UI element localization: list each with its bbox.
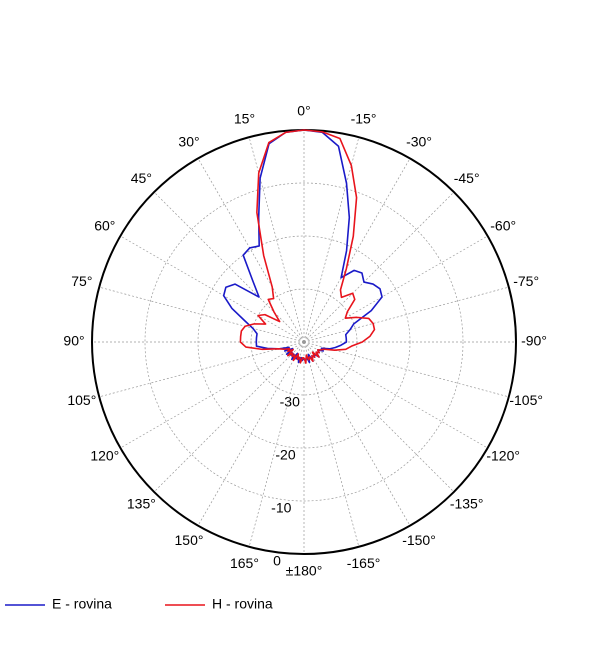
theta-tick-label: 150° (175, 532, 204, 548)
theta-tick-label: -90° (521, 333, 547, 349)
grid-spoke (303, 137, 360, 343)
r-tick-label: -10 (271, 500, 291, 516)
theta-tick-label: ±180° (286, 563, 323, 579)
r-tick-label: -20 (275, 447, 295, 463)
theta-tick-label: 120° (90, 448, 119, 464)
theta-tick-label: -75° (513, 273, 539, 289)
pattern-line (239, 129, 376, 364)
theta-tick-label: -105° (509, 392, 543, 408)
grid-spoke (120, 235, 305, 343)
theta-tick-label: -165° (347, 555, 381, 571)
theta-tick-label: 45° (131, 170, 152, 186)
theta-tick-label: -30° (406, 134, 432, 150)
theta-tick-label: 60° (94, 218, 115, 234)
theta-tick-label: 15° (234, 111, 255, 127)
theta-tick-label: 165° (230, 555, 259, 571)
grid-spoke (197, 341, 305, 526)
r-tick-label: -30 (280, 394, 300, 410)
grid-spoke (303, 341, 488, 449)
theta-tick-label: -135° (450, 495, 484, 511)
grid-spoke (248, 341, 305, 547)
theta-tick-label: -120° (486, 448, 520, 464)
grid-spoke (99, 341, 305, 398)
theta-tick-label: 135° (127, 495, 156, 511)
grid-spoke (153, 191, 305, 343)
theta-tick-label: -150° (402, 532, 436, 548)
grid-spoke (303, 286, 509, 343)
grid-spoke (197, 158, 305, 343)
grid-spoke (303, 341, 411, 526)
legend-label: E - rovina (52, 596, 112, 612)
grid-spoke (303, 191, 455, 343)
grid-spoke (303, 341, 455, 493)
theta-tick-label: 0° (297, 103, 310, 119)
grid-spoke (303, 158, 411, 343)
theta-tick-label: 30° (178, 134, 199, 150)
r-tick-label: 0 (273, 553, 281, 569)
theta-tick-label: -45° (454, 170, 480, 186)
grid-circle (144, 182, 464, 502)
grid-spoke (153, 341, 305, 493)
theta-tick-label: 90° (63, 333, 84, 349)
theta-tick-label: 75° (71, 273, 92, 289)
grid-spoke (248, 137, 305, 343)
grid-spoke (120, 341, 305, 449)
grid-spoke (99, 286, 305, 343)
theta-tick-label: 105° (67, 392, 96, 408)
theta-tick-label: -60° (490, 218, 516, 234)
grid-spoke (303, 341, 509, 398)
legend-label: H - rovina (212, 596, 273, 612)
grid-spoke (303, 341, 360, 547)
theta-tick-label: -15° (351, 111, 377, 127)
grid-spoke (303, 235, 488, 343)
